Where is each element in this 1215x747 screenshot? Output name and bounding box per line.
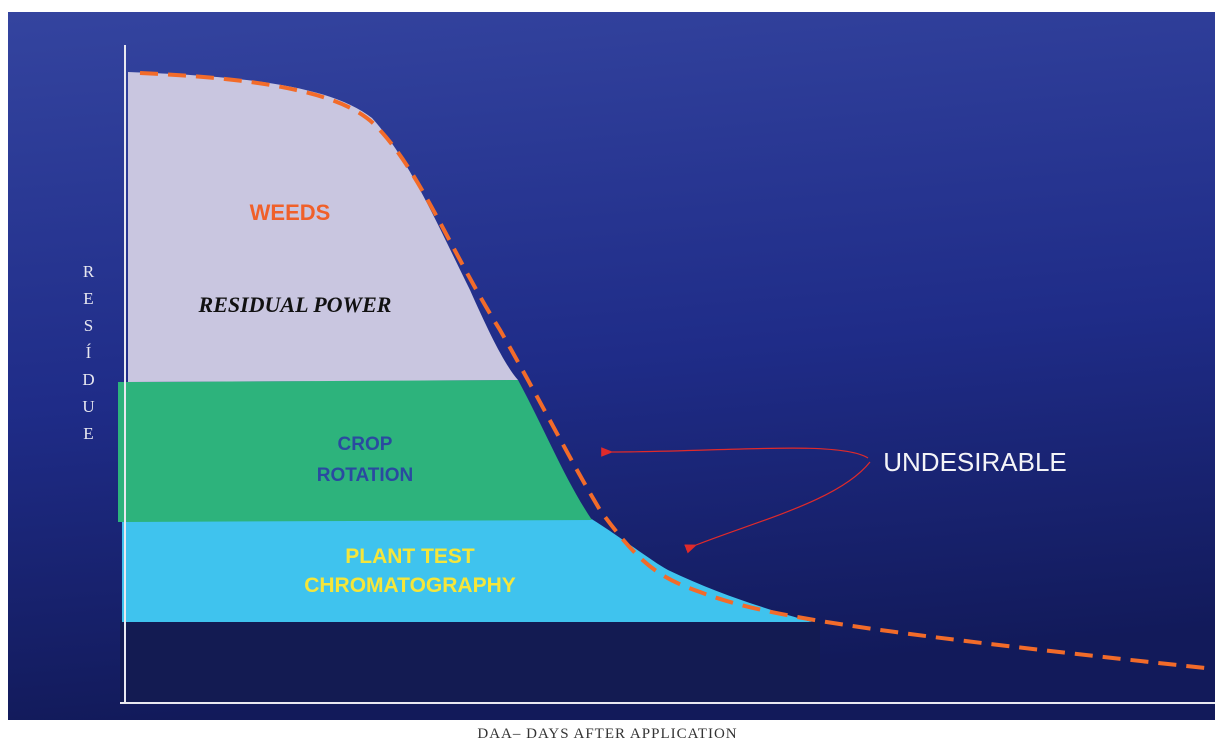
plant-test-region [122,518,812,622]
plant-test-label: CHROMATOGRAPHY [304,574,516,597]
base-band [120,620,820,703]
arrow [684,461,871,554]
crop-rotation-label: CROP [338,434,393,455]
residual-power-label: RESIDUAL POWER [198,292,392,317]
weeds-label: WEEDS [250,200,331,225]
x-axis-label: DAA– DAYS AFTER APPLICATION [477,726,738,742]
weeds-region [128,72,518,382]
plant-test-label: PLANT TEST [345,545,475,568]
crop-rotation-label: ROTATION [317,465,413,486]
residue-curve [139,71,1206,670]
y-axis-label: RESÍDUE [79,262,98,451]
undesirable-label: UNDESIRABLE [883,447,1067,477]
crop-rotation-region [118,380,592,522]
arrow [601,447,869,459]
